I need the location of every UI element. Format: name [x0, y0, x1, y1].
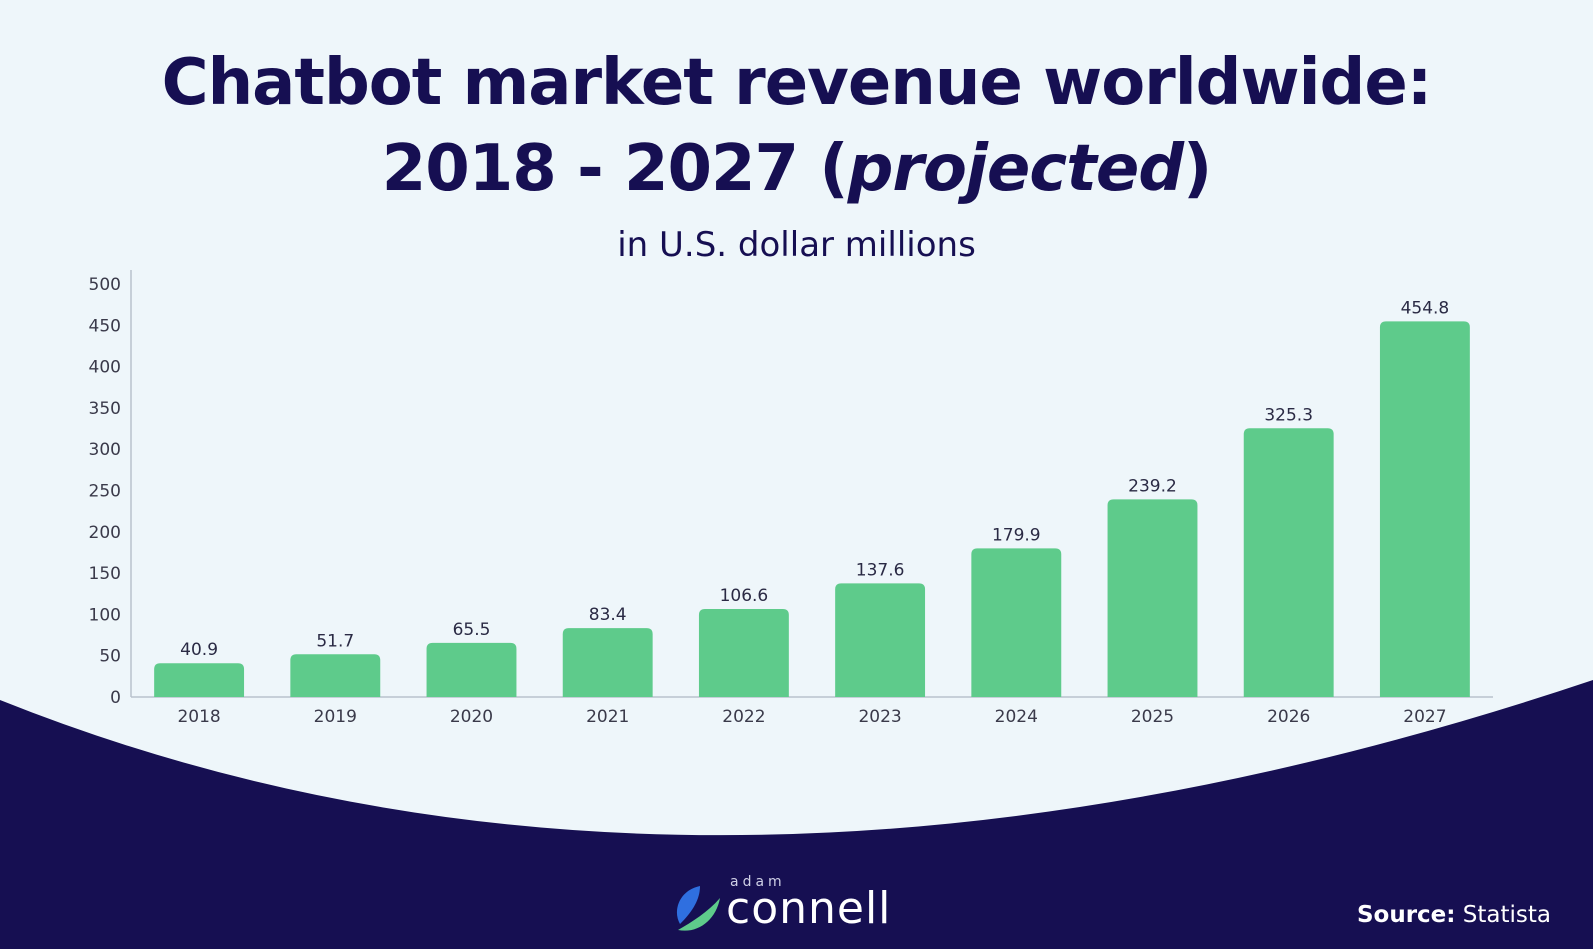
title-projected: projected — [847, 132, 1184, 206]
x-tick-label-2024: 2024 — [995, 707, 1038, 727]
data-label-2026: 325.3 — [1264, 405, 1313, 425]
x-tick-label-2027: 2027 — [1403, 707, 1446, 727]
bars: 40.9 51.7 65.5 83.4 106.6 137.6 179.9 239.2 325.… — [154, 298, 1470, 697]
logo-leaf-icon — [676, 886, 720, 931]
title-close-paren: ) — [1183, 132, 1212, 206]
logo-text-adam: adam — [730, 874, 786, 890]
source-credit: Source: Statista — [1357, 902, 1551, 928]
bar-2021 — [562, 628, 653, 697]
x-tick-label-2021: 2021 — [586, 707, 629, 727]
y-tick-label: 250 — [89, 482, 121, 502]
source-label: Source: — [1356, 902, 1456, 928]
x-tick-label-2023: 2023 — [858, 707, 901, 727]
bar-2020 — [426, 642, 517, 697]
y-tick-label: 0 — [110, 688, 121, 708]
x-tick-label-2026: 2026 — [1267, 707, 1310, 727]
y-tick-label: 300 — [89, 440, 121, 460]
x-tick-label-2018: 2018 — [177, 707, 220, 727]
data-label-2025: 239.2 — [1128, 476, 1177, 496]
data-label-2018: 40.9 — [180, 640, 218, 660]
bar-2025 — [1107, 499, 1198, 697]
y-axis: 0 50 100 150 200 250 300 350 400 450 500 — [89, 270, 132, 708]
chart-title-line-2: 2018 - 2027 (projected) — [0, 126, 1593, 212]
y-tick-label: 350 — [89, 399, 121, 419]
data-label-2021: 83.4 — [589, 605, 627, 625]
logo-text-connell: connell — [726, 883, 892, 934]
source-value: Statista — [1462, 902, 1551, 928]
x-tick-label-2020: 2020 — [450, 707, 493, 727]
bar-2024 — [971, 548, 1062, 697]
x-tick-label-2025: 2025 — [1131, 707, 1174, 727]
adam-connell-logo: adam connell — [670, 874, 910, 936]
chart-title-line-1: Chatbot market revenue worldwide: — [0, 40, 1593, 126]
y-tick-label: 50 — [99, 647, 121, 667]
data-label-2022: 106.6 — [720, 586, 769, 606]
x-tick-label-2022: 2022 — [722, 707, 765, 727]
bar-2023 — [835, 583, 926, 697]
y-tick-label: 450 — [89, 316, 121, 336]
bar-2018 — [154, 663, 245, 697]
bar-2027 — [1379, 321, 1470, 697]
y-tick-label: 500 — [89, 275, 121, 295]
data-label-2020: 65.5 — [453, 620, 491, 640]
bar-2022 — [698, 608, 789, 697]
x-axis: 2018 2019 2020 2021 2022 2023 2024 2025 2026 2027 — [131, 696, 1493, 727]
y-tick-label: 150 — [89, 564, 121, 584]
data-label-2019: 51.7 — [316, 631, 354, 651]
chart-subtitle: in U.S. dollar millions — [617, 225, 976, 265]
data-label-2023: 137.6 — [856, 560, 905, 580]
y-tick-label: 100 — [89, 605, 121, 625]
data-label-2024: 179.9 — [992, 525, 1041, 545]
y-tick-label: 200 — [89, 523, 121, 543]
bar-2026 — [1243, 428, 1334, 697]
title-years: 2018 - 2027 ( — [381, 132, 849, 206]
y-tick-label: 400 — [89, 358, 121, 378]
title-text-1: Chatbot market revenue worldwide: — [161, 46, 1433, 120]
data-label-2027: 454.8 — [1401, 298, 1450, 318]
bar-2019 — [290, 654, 381, 697]
x-tick-label-2019: 2019 — [314, 707, 357, 727]
